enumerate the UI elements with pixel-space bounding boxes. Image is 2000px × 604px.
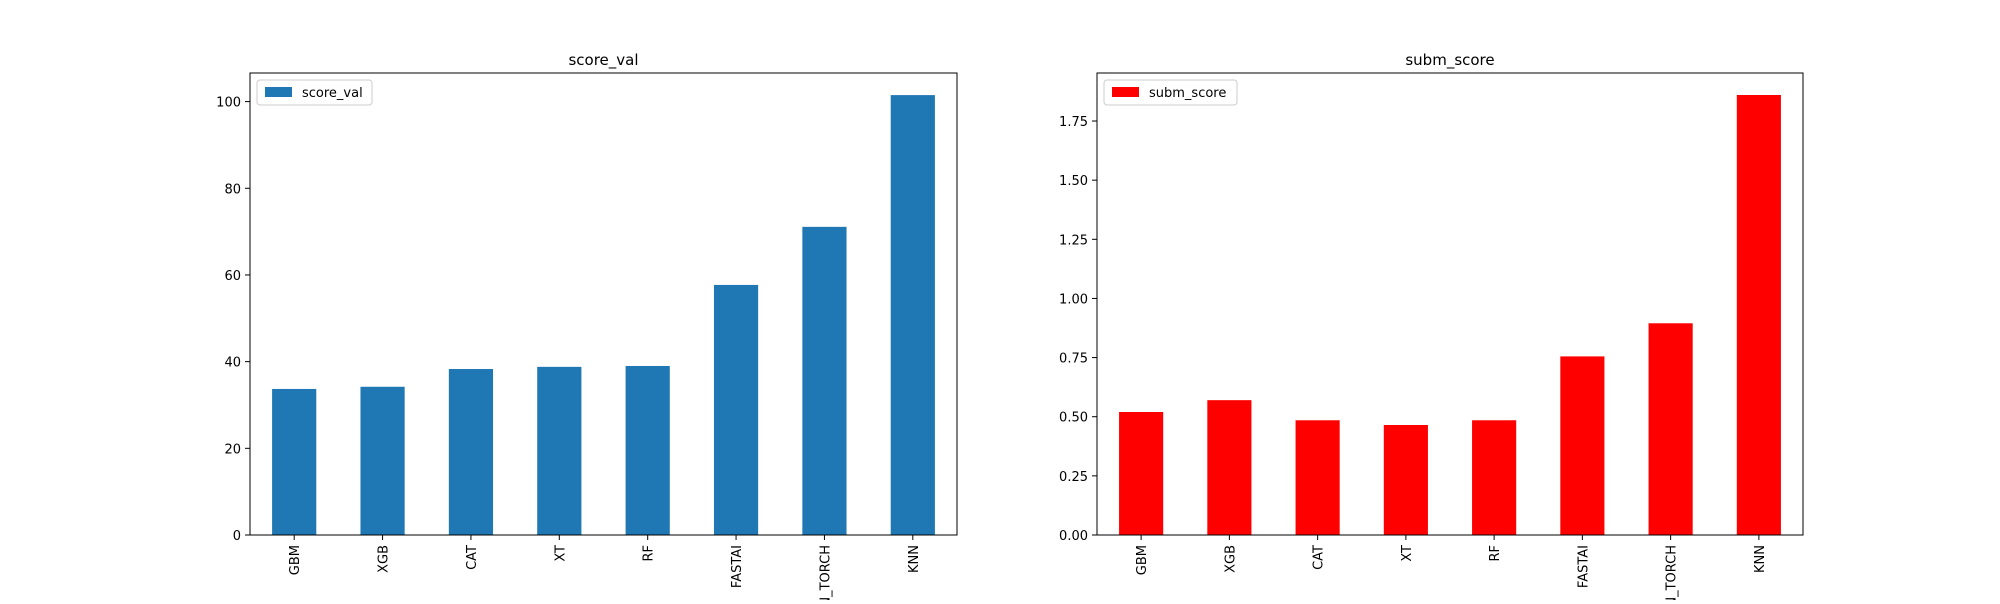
bar-cat [448, 369, 494, 535]
bar-fastai [713, 284, 759, 535]
x-tick-label: RF [1488, 545, 1503, 562]
x-tick-label: KNN [1753, 545, 1768, 573]
x-tick-label: KNN [907, 545, 922, 573]
bar-nn-torch [1648, 323, 1693, 535]
chart-1: subm_score 0.00 0.25 0.50 0.75 1.00 1.25 1.50 1.… [1059, 51, 1804, 604]
y-tick-label: 0.25 [1059, 470, 1088, 485]
bar-knn [890, 95, 935, 536]
x-tick-label: GBM [1135, 545, 1150, 575]
y-tick-label: 0.75 [1059, 352, 1088, 367]
bar-rf [1472, 420, 1517, 535]
bar-gbm [1119, 411, 1164, 535]
x-tick-label: CAT [1312, 545, 1327, 570]
x-tick-label: FASTAI [1576, 545, 1591, 588]
legend-label: score_val [302, 86, 363, 101]
y-tick-label: 60 [224, 269, 241, 284]
x-tick-label: XT [1400, 545, 1415, 562]
chart-title: subm_score [1405, 51, 1494, 70]
x-tick-label: FASTAI [730, 545, 745, 588]
x-tick-label: GBM [288, 545, 303, 575]
bar-nn-torch [802, 226, 847, 535]
y-tick-label: 20 [224, 442, 241, 457]
axes-frame [1096, 72, 1804, 536]
chart-title: score_val [568, 51, 638, 70]
y-tick-label: 1.00 [1059, 292, 1088, 307]
bar-xt [537, 366, 582, 535]
bar-fastai [1560, 356, 1605, 535]
x-tick-label: NN_TORCH [818, 545, 833, 600]
legend-label: subm_score [1149, 86, 1226, 101]
x-tick-label: XGB [377, 545, 392, 573]
x-tick-label: NN_TORCH [1665, 545, 1680, 600]
bar-xt [1383, 425, 1428, 535]
bar-xgb [360, 386, 405, 535]
bar-rf [625, 365, 670, 535]
y-tick-label: 0 [233, 529, 241, 544]
legend-box [1103, 79, 1238, 106]
y-tick-label: 40 [224, 356, 241, 371]
x-tick-label: RF [642, 545, 657, 562]
y-tick-label: 1.75 [1059, 115, 1088, 130]
y-tick-label: 100 [216, 96, 241, 111]
y-tick-label: 1.50 [1059, 174, 1088, 189]
x-tick-label: CAT [465, 545, 480, 570]
bar-cat [1295, 420, 1340, 535]
legend-box [256, 79, 373, 106]
x-tick-label: XGB [1223, 545, 1238, 573]
bar-knn [1736, 95, 1781, 535]
chart-0: score_val 0 20 40 60 80 100 GBM XGB CAT XT RF FASTAI… [216, 51, 958, 604]
legend: subm_score [1103, 79, 1238, 106]
bar-gbm [272, 388, 317, 535]
y-tick-label: 80 [224, 182, 241, 197]
axes-frame [249, 72, 958, 536]
bar-xgb [1207, 400, 1252, 535]
y-tick-label: 0.50 [1059, 411, 1088, 426]
legend-swatch [265, 87, 292, 97]
y-tick-label: 0.00 [1059, 529, 1088, 544]
legend-swatch [1112, 87, 1139, 97]
x-tick-label: XT [553, 545, 568, 562]
y-tick-label: 1.25 [1059, 233, 1088, 248]
legend: score_val [256, 79, 373, 106]
